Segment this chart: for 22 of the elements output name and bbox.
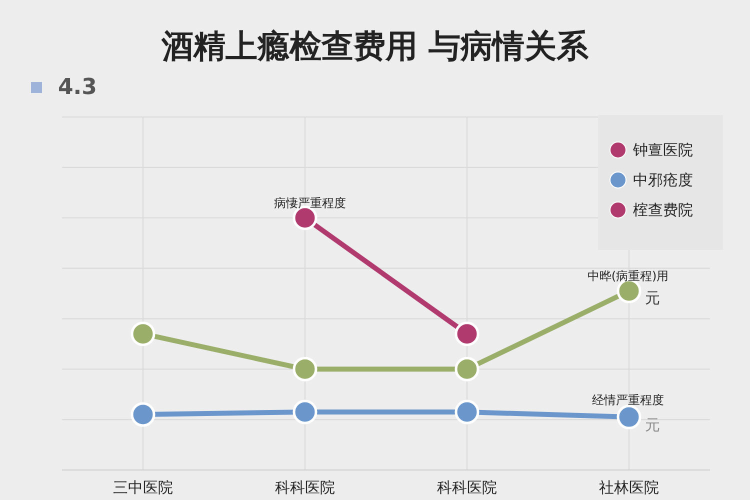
annotation: 元 — [645, 416, 660, 434]
point — [454, 400, 480, 424]
legend-label: 中邪疮度 — [633, 171, 693, 189]
annotation: 中晔(病重程)用 — [587, 269, 669, 283]
text: 病悽严重程度 — [274, 196, 346, 210]
x-tick-label: 科科医院 — [437, 478, 497, 496]
text: 4.3 — [58, 75, 97, 100]
point — [616, 404, 642, 430]
point — [130, 402, 156, 427]
chart-title: 酒精上瘾检查费用 与病情关系 — [160, 27, 590, 65]
point — [292, 356, 318, 382]
annotation: 经情严重程度 — [592, 393, 664, 407]
x-tick-label: 社林医院 — [599, 478, 659, 496]
point — [130, 322, 156, 346]
point — [454, 322, 480, 346]
legend-label: 榁查费院 — [633, 201, 693, 219]
legend-label: 钟亶医院 — [632, 141, 693, 159]
point — [454, 356, 480, 382]
x-tick-label: 科科医院 — [275, 478, 335, 496]
annotation: 元 — [645, 289, 660, 307]
point — [292, 400, 318, 424]
x-tick-label: 三中医院 — [113, 478, 173, 496]
